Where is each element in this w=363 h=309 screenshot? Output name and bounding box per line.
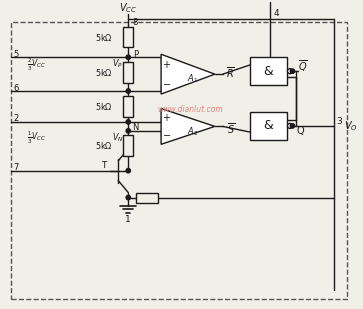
Text: $\overline{Q}$: $\overline{Q}$ [298, 58, 307, 74]
Text: &: & [264, 119, 273, 132]
Circle shape [290, 69, 295, 73]
Text: 5k$\Omega$: 5k$\Omega$ [95, 32, 112, 43]
Text: $V_{CC}$: $V_{CC}$ [119, 2, 137, 15]
Text: 5: 5 [13, 50, 19, 59]
Text: 7: 7 [13, 163, 19, 172]
Text: $V_O$: $V_O$ [344, 119, 358, 133]
Bar [136, 193, 158, 202]
Text: $V_P$: $V_P$ [113, 58, 123, 70]
Bar [123, 135, 133, 156]
Text: +: + [162, 60, 170, 70]
Circle shape [126, 195, 130, 200]
Text: N: N [132, 123, 138, 132]
Text: 5k$\Omega$: 5k$\Omega$ [95, 101, 112, 112]
Circle shape [287, 69, 293, 74]
Text: www.dianlut.com: www.dianlut.com [157, 105, 223, 114]
Text: Q: Q [297, 126, 304, 136]
Polygon shape [161, 108, 215, 144]
Bar [123, 28, 133, 47]
Circle shape [290, 124, 295, 128]
Polygon shape [161, 54, 215, 94]
Text: $\frac{2}{3}V_{CC}$: $\frac{2}{3}V_{CC}$ [27, 57, 46, 73]
Text: P: P [132, 50, 138, 59]
Bar [250, 57, 287, 85]
Text: 1: 1 [125, 215, 131, 224]
Text: $\overline{R}$: $\overline{R}$ [227, 65, 235, 80]
Circle shape [126, 129, 130, 133]
Text: 6: 6 [13, 84, 19, 93]
Bar [11, 23, 347, 299]
Text: +: + [162, 113, 170, 123]
Circle shape [126, 89, 130, 93]
Text: 5k$\Omega$: 5k$\Omega$ [95, 67, 112, 78]
Bar [123, 96, 133, 117]
Text: $\frac{1}{3}V_{CC}$: $\frac{1}{3}V_{CC}$ [27, 130, 46, 146]
Text: 2: 2 [13, 114, 19, 123]
Text: 4: 4 [274, 9, 279, 18]
Text: $V_N$: $V_N$ [112, 132, 123, 144]
Text: 3: 3 [337, 117, 342, 126]
Circle shape [126, 55, 130, 59]
Text: 5k$\Omega$: 5k$\Omega$ [95, 140, 112, 151]
Circle shape [126, 120, 130, 124]
Text: T: T [101, 161, 106, 170]
Text: $-$: $-$ [162, 129, 171, 139]
Bar [123, 62, 133, 83]
Text: &: & [264, 65, 273, 78]
Bar [250, 112, 287, 140]
Text: $A_2$: $A_2$ [187, 125, 199, 138]
Text: $A_1$: $A_1$ [187, 73, 199, 85]
Circle shape [287, 123, 293, 128]
Text: 8: 8 [132, 18, 138, 27]
Text: $-$: $-$ [162, 78, 171, 88]
Circle shape [126, 168, 130, 173]
Text: $\overline{S}$: $\overline{S}$ [227, 121, 235, 136]
